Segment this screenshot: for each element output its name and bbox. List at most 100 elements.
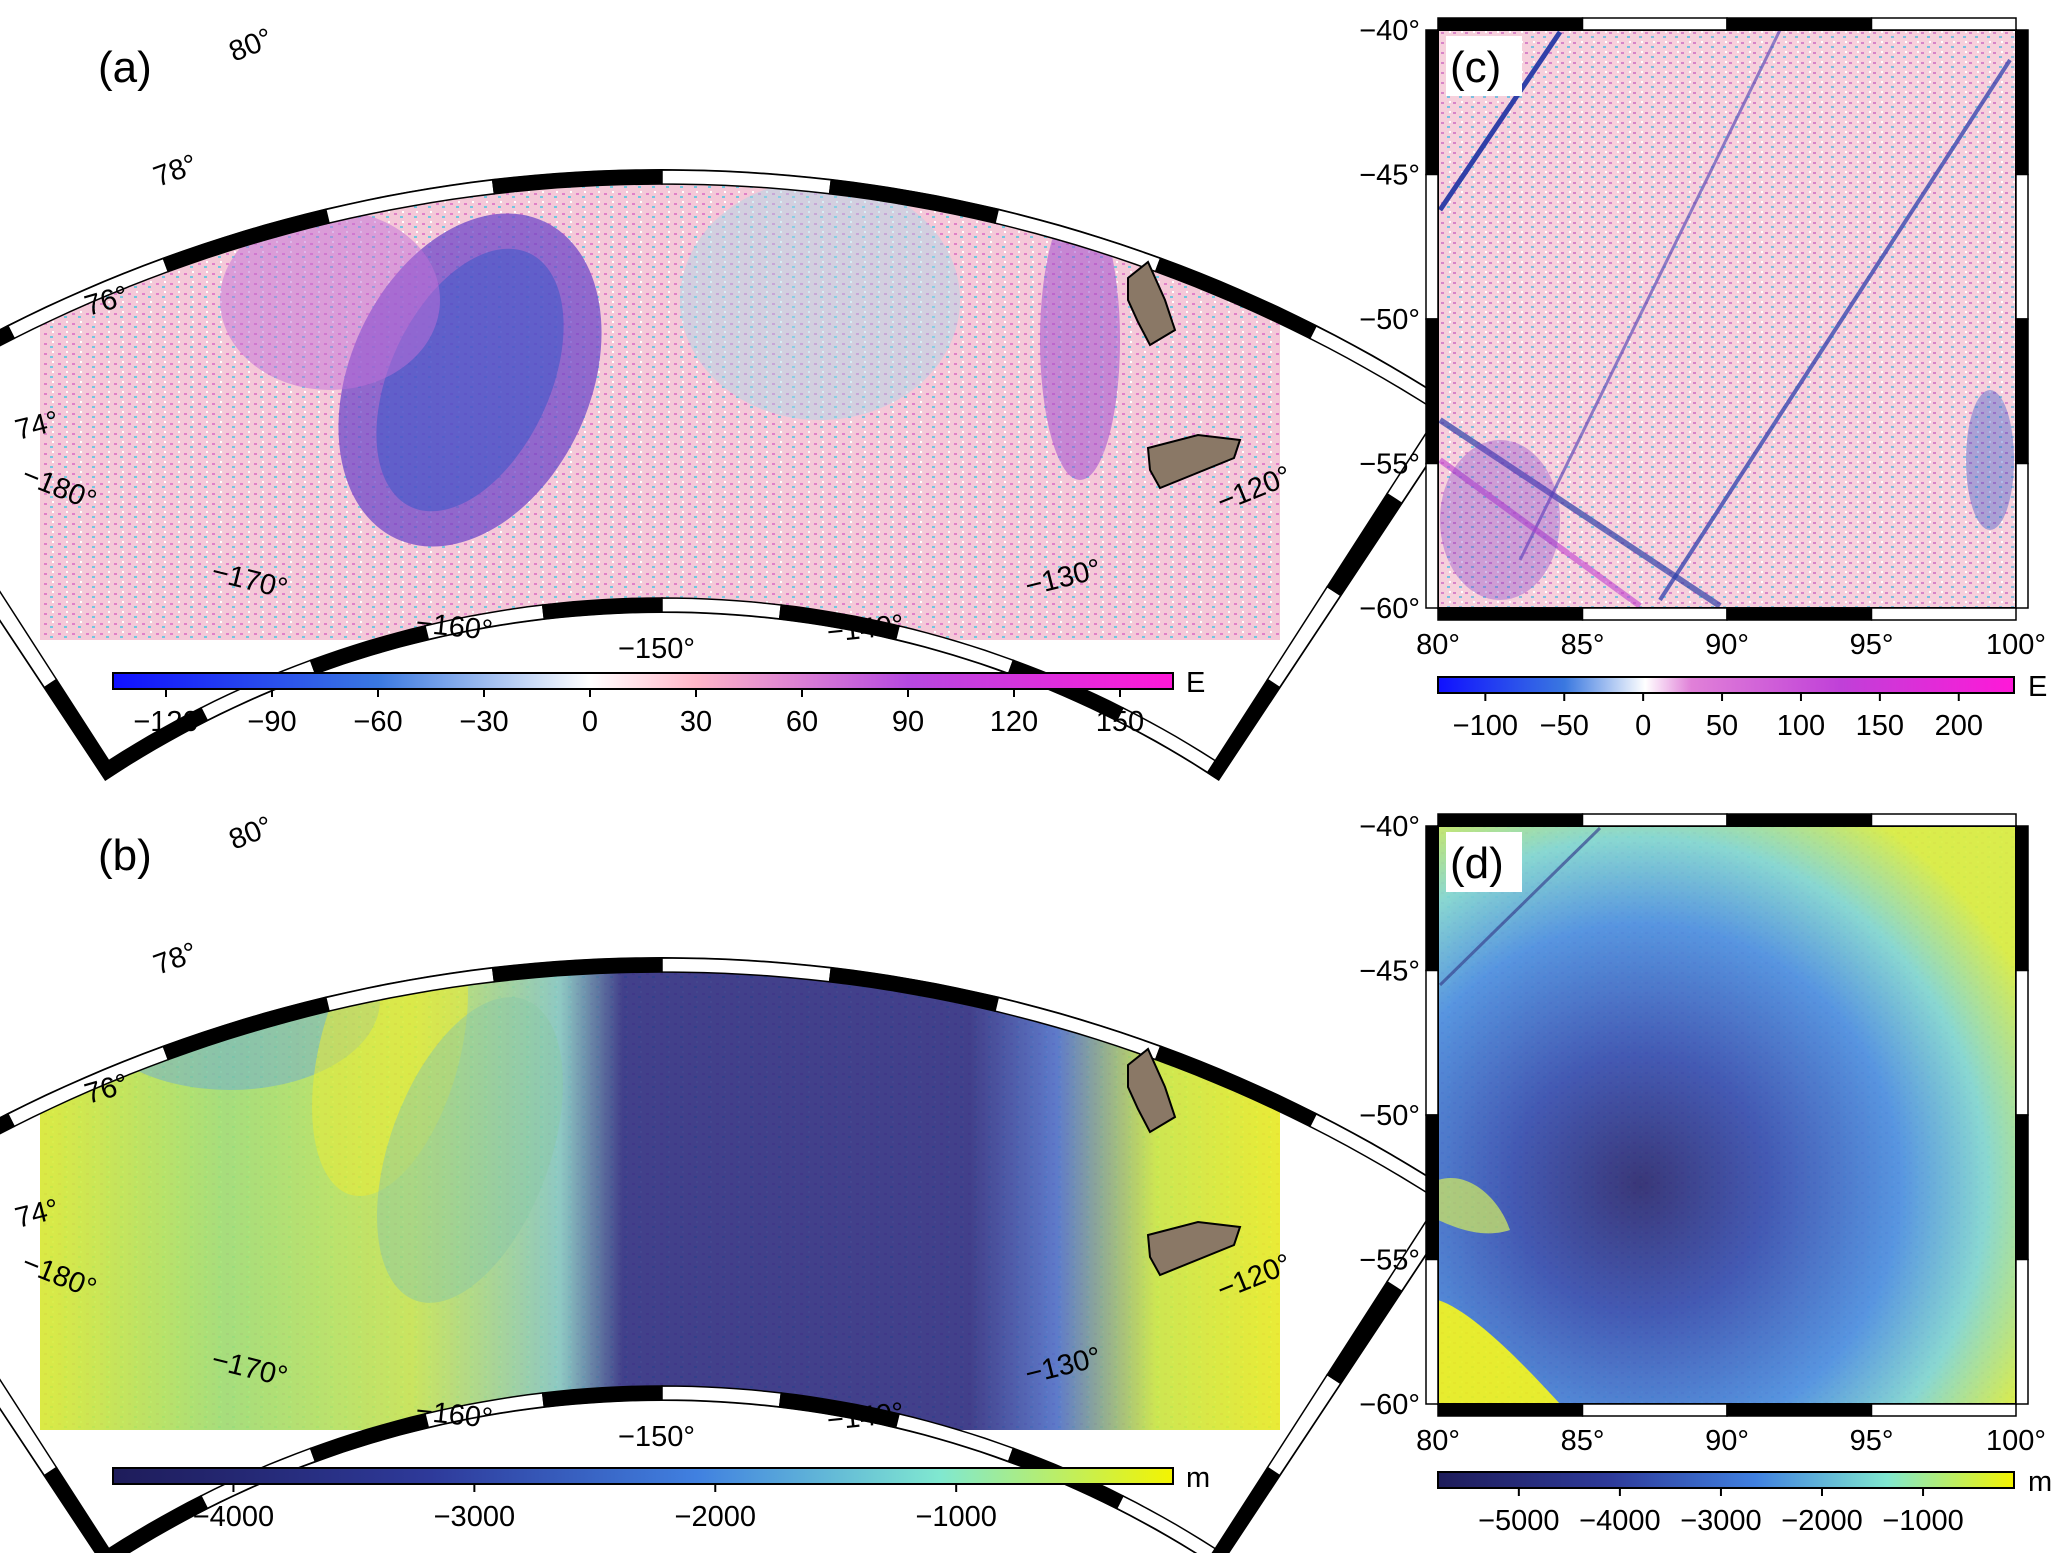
frame-bar (2015, 462, 2029, 609)
frame-bar (1206, 678, 1281, 781)
bathymetry-map-b (40, 958, 1280, 1430)
frame-bar (1425, 173, 1439, 320)
frame-bar (1581, 607, 1728, 621)
frame-bar (1581, 813, 1728, 827)
lon-label-160-a: −160° (414, 607, 494, 647)
frame-ticks-c (1425, 17, 2029, 621)
panel-d: (d) −40° −45° −50° −55° −60° 80° 85° 90° 95° 100… (1359, 811, 2046, 1457)
frame-bar (1726, 607, 1873, 621)
colorbar-tick-label: −3000 (434, 1501, 515, 1533)
frame-bar (1326, 492, 1403, 597)
colorbar-a-unit: E (1186, 667, 1205, 699)
frame-bar (2015, 825, 2029, 972)
frame-bar (1425, 318, 1439, 465)
lon-label: 90° (1705, 1425, 1749, 1457)
colorbar-tick-label: 200 (1935, 710, 1983, 742)
lon-labels-d: 80° 85° 90° 95° 100° (1416, 1425, 2046, 1457)
lon-label-150-b: −150° (618, 1421, 695, 1453)
colorbar-tick-label: 50 (1706, 710, 1738, 742)
bathymetry-map-d (1438, 826, 2016, 1404)
lat-label: −45° (1359, 160, 1420, 192)
frame-bar (100, 1494, 209, 1553)
colorbar-d-ramp (1437, 1471, 2015, 1489)
frame-bar (1115, 1494, 1224, 1553)
colorbar-tick-label: −30 (459, 706, 508, 738)
lat-label: −45° (1359, 956, 1420, 988)
frame-bar (1437, 1403, 1584, 1417)
colorbar-a-ticks: −120 −90 −60 −30 0 30 60 90 120 150 (133, 689, 1144, 738)
colorbar-d-unit: m (2028, 1466, 2052, 1498)
colorbar-b-ticks: −4000 −3000 −2000 −1000 (193, 1484, 997, 1533)
lon-label: 90° (1705, 629, 1749, 661)
lat-label-78-a: 78° (149, 149, 201, 194)
lon-label-140-b: −140° (825, 1397, 905, 1437)
panel-b: (b) 80° 78° 76° 74° −180° −170° −160° −1… (0, 810, 1465, 1553)
frame-bar (1581, 17, 1728, 31)
panel-label-c-bg (1446, 36, 1522, 96)
lat-label-80-b: 80° (225, 810, 278, 856)
frame-bar (1581, 1403, 1728, 1417)
frame-ticks-d (1425, 813, 2029, 1417)
colorbar-tick-label: −4000 (1579, 1505, 1660, 1537)
lon-labels-c: 80° 85° 90° 95° 100° (1416, 629, 2046, 661)
frame-bar (2015, 173, 2029, 320)
frame-bar (1870, 1403, 2017, 1417)
frame-bar (43, 1466, 113, 1553)
panel-label-b: (b) (98, 831, 152, 880)
colorbar-tick-label: −2000 (675, 1501, 756, 1533)
frame-bar (1437, 607, 1584, 621)
colorbar-tick-label: 0 (1635, 710, 1651, 742)
lon-label: 80° (1416, 1425, 1460, 1457)
frame-bar (1425, 825, 1439, 972)
frame-ticks-b (0, 957, 1464, 1553)
frame-bar (0, 590, 58, 689)
lon-label: 95° (1850, 629, 1894, 661)
colorbar-tick-label: −4000 (193, 1501, 274, 1533)
colorbar-b-unit: m (1186, 1462, 1210, 1494)
colorbar-d: −5000 −4000 −3000 −2000 −1000 m (1437, 1466, 2052, 1537)
colorbar-tick-label: 0 (582, 706, 598, 738)
lat-label: −60° (1359, 593, 1420, 625)
frame-bar (1726, 17, 1873, 31)
frame-bar (1211, 1466, 1281, 1553)
panel-label-c: (c) (1450, 43, 1501, 92)
colorbar-tick-label: 30 (680, 706, 712, 738)
coastline-land-b-south (1146, 1220, 1242, 1277)
lon-label-140-a: −140° (825, 609, 905, 649)
frame-bar (1425, 29, 1439, 176)
colorbar-a: −120 −90 −60 −30 0 30 60 90 120 150 E (112, 667, 1205, 738)
colorbar-tick-label: 90 (892, 706, 924, 738)
colorbar-tick-label: −100 (1453, 710, 1518, 742)
lon-label: 100° (1986, 629, 2046, 661)
panel-label-a: (a) (98, 43, 152, 92)
frame-bar (1870, 17, 2017, 31)
frame-ticks-a (0, 169, 1464, 781)
lon-label-160-b: −160° (414, 1395, 494, 1435)
lat-label-78-b: 78° (149, 937, 201, 982)
colorbar-tick-label: −90 (247, 706, 296, 738)
frame-bar (1425, 969, 1439, 1116)
colorbar-tick-label: −2000 (1781, 1505, 1862, 1537)
frame-bar (2015, 969, 2029, 1116)
frame-bar (1870, 607, 2017, 621)
colorbar-c: −100 −50 0 50 100 150 200 E (1437, 671, 2047, 742)
colorbar-d-ticks: −5000 −4000 −3000 −2000 −1000 (1478, 1488, 1964, 1537)
frame-bar (1870, 813, 2017, 827)
coastline-land-a-south (1146, 433, 1242, 490)
colorbar-b: −4000 −3000 −2000 −1000 m (112, 1462, 1210, 1533)
lat-labels-d: −40° −45° −50° −55° −60° (1359, 811, 1420, 1421)
frame-bar (2015, 1114, 2029, 1261)
frame-bar (0, 324, 16, 347)
colorbar-c-ticks: −100 −50 0 50 100 150 200 (1453, 693, 1983, 742)
colorbar-tick-label: −60 (353, 706, 402, 738)
lat-labels-c: −40° −45° −50° −55° −60° (1359, 15, 1420, 625)
colorbar-tick-label: 100 (1777, 710, 1825, 742)
lon-label: 100° (1986, 1425, 2046, 1457)
frame-bar (1425, 462, 1439, 609)
frame-bar (1326, 1280, 1403, 1385)
frame-bar (1425, 1258, 1439, 1405)
lat-label: −50° (1359, 304, 1420, 336)
colorbar-tick-label: 150 (1096, 706, 1144, 738)
lat-label: −40° (1359, 811, 1420, 843)
